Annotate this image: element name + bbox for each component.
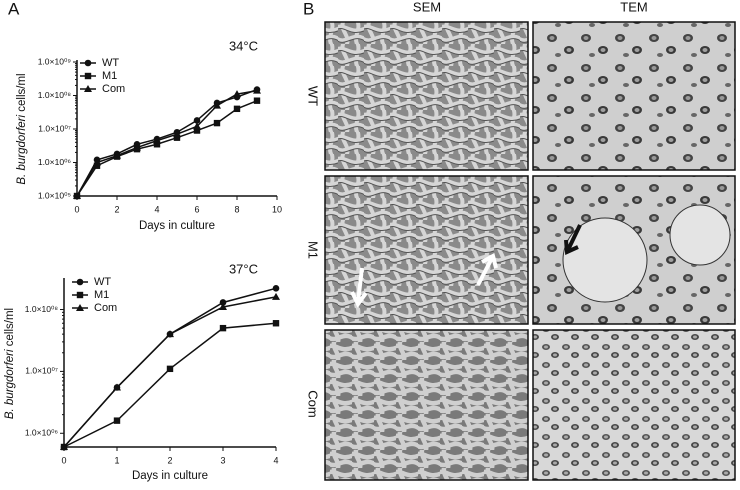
marker xyxy=(84,59,92,67)
legend-label: M1 xyxy=(102,70,117,82)
marker xyxy=(84,85,92,92)
marker xyxy=(153,141,161,148)
series-line xyxy=(76,88,258,197)
micrograph xyxy=(324,329,529,481)
marker xyxy=(76,291,84,299)
micrograph xyxy=(532,21,736,171)
marker xyxy=(219,299,227,306)
y-tick-label: 1.0×10⁰⁶ xyxy=(38,157,71,167)
micrograph xyxy=(532,329,736,481)
series-line xyxy=(63,322,277,448)
marker xyxy=(272,285,280,292)
y-axis-label: B. burgdorferi cells/ml xyxy=(4,308,16,419)
annotation: 37°C xyxy=(229,261,258,276)
marker xyxy=(60,443,68,450)
panel-label: B xyxy=(303,0,314,18)
marker xyxy=(93,158,101,166)
marker xyxy=(113,151,121,159)
marker xyxy=(193,127,201,134)
y-tick-label: 1.0×10⁰⁷ xyxy=(25,366,58,376)
y-tick-label: 1.0×10⁰⁹ xyxy=(38,56,72,66)
marker xyxy=(193,117,201,124)
cell-bleb xyxy=(669,204,731,266)
x-tick-label: 4 xyxy=(273,455,278,465)
x-tick-label: 8 xyxy=(234,204,239,214)
marker xyxy=(272,320,280,327)
marker xyxy=(153,136,161,144)
x-axis-label: Days in culture xyxy=(132,470,208,482)
annotation: 34°C xyxy=(229,38,258,53)
arrow xyxy=(350,267,368,308)
x-axis-label: Days in culture xyxy=(139,220,215,232)
x-tick-label: 2 xyxy=(114,204,119,214)
y-tick-label: 1.0×10⁰⁷ xyxy=(38,123,71,133)
marker xyxy=(173,130,181,138)
x-tick-label: 6 xyxy=(194,204,199,214)
y-label-species: B. burgdorferi xyxy=(16,114,28,184)
panel-label: A xyxy=(8,0,20,18)
y-label-unit: cells/ml xyxy=(16,73,28,111)
marker xyxy=(133,143,141,151)
marker xyxy=(213,119,221,127)
row-label: Com xyxy=(306,390,321,417)
arrow xyxy=(476,253,498,286)
y-label-species: B. burgdorferi xyxy=(4,349,16,419)
series-line xyxy=(76,89,258,197)
y-axis-label: B. burgdorferi cells/ml xyxy=(16,73,28,184)
x-tick-label: 1 xyxy=(114,455,119,465)
marker xyxy=(73,192,81,199)
legend-label: Com xyxy=(102,83,125,95)
x-tick-label: 2 xyxy=(167,455,172,465)
marker xyxy=(193,122,201,130)
micrograph xyxy=(324,21,529,171)
row-label: WT xyxy=(306,86,321,106)
marker xyxy=(219,324,227,332)
marker xyxy=(173,134,181,141)
legend-label: WT xyxy=(102,57,119,69)
y-tick-label: 1.0×10⁰⁸ xyxy=(25,304,59,314)
y-label-unit: cells/ml xyxy=(4,308,16,346)
marker xyxy=(233,105,241,113)
arrow xyxy=(564,224,582,255)
x-tick-label: 4 xyxy=(154,204,159,214)
legend-label: WT xyxy=(94,276,111,288)
y-tick-label: 1.0×10⁰⁸ xyxy=(38,90,72,100)
x-tick-label: 0 xyxy=(74,204,79,214)
marker xyxy=(166,365,174,373)
marker xyxy=(76,278,84,286)
x-tick-label: 3 xyxy=(220,455,225,465)
legend-label: Com xyxy=(94,302,117,314)
x-tick-label: 0 xyxy=(61,455,66,465)
marker xyxy=(113,417,121,424)
column-label: SEM xyxy=(413,0,441,14)
x-tick-label: 10 xyxy=(272,204,282,214)
marker xyxy=(219,302,227,310)
marker xyxy=(253,86,261,94)
column-label: TEM xyxy=(620,0,647,14)
micrograph-grid xyxy=(324,21,736,481)
marker xyxy=(253,97,261,104)
marker xyxy=(233,90,241,98)
marker xyxy=(93,162,101,169)
marker xyxy=(166,330,174,338)
row-label: M1 xyxy=(306,241,321,259)
marker xyxy=(84,72,92,80)
marker xyxy=(213,101,221,109)
marker xyxy=(272,292,280,300)
y-tick-label: 1.0×10⁰⁵ xyxy=(38,190,71,200)
legend-label: M1 xyxy=(94,289,109,301)
series-line xyxy=(76,99,258,197)
marker xyxy=(113,383,121,391)
marker xyxy=(76,304,84,311)
y-tick-label: 1.0×10⁰⁶ xyxy=(25,428,58,438)
cell-bleb xyxy=(562,217,648,303)
